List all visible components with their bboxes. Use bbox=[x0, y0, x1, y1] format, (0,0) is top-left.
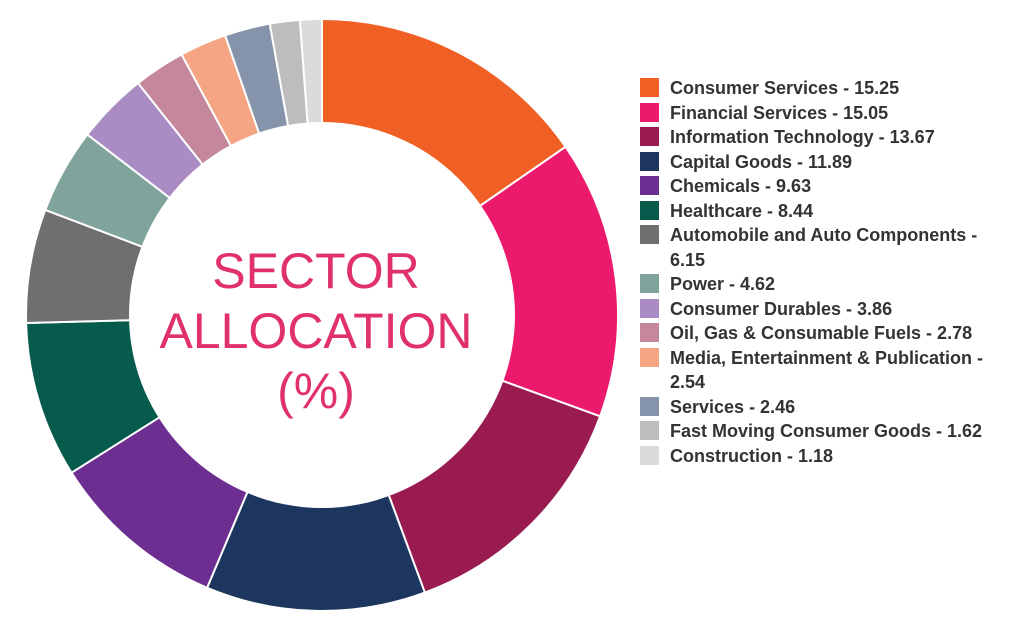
legend-swatch-7 bbox=[640, 274, 659, 293]
legend-swatch-9 bbox=[640, 323, 659, 342]
legend-item-12: Fast Moving Consumer Goods - 1.62 bbox=[640, 419, 1010, 444]
legend-swatch-12 bbox=[640, 421, 659, 440]
legend-label-12: Fast Moving Consumer Goods - 1.62 bbox=[670, 421, 983, 441]
chart-title-line-2: ALLOCATION bbox=[159, 303, 472, 359]
legend-swatch-0 bbox=[640, 78, 659, 97]
legend-swatch-1 bbox=[640, 102, 659, 122]
legend-label-2: Information Technology - 13.67 bbox=[670, 127, 935, 147]
chart-legend: Consumer Services - 15.25 Financial Servi… bbox=[640, 76, 1010, 468]
legend-swatch-6 bbox=[640, 225, 659, 244]
legend-item-6: Automobile and Auto Components - 6.15 bbox=[640, 223, 1010, 272]
legend-swatch-3 bbox=[640, 151, 659, 171]
legend-item-1: Financial Services - 15.05 bbox=[640, 101, 1010, 126]
legend-label-0: Consumer Services - 15.25 bbox=[670, 78, 900, 98]
legend-item-3: Capital Goods - 11.89 bbox=[640, 150, 1010, 175]
legend-label-9: Oil, Gas & Consumable Fuels - 2.78 bbox=[670, 323, 973, 343]
donut-hole bbox=[129, 122, 515, 508]
legend-swatch-5 bbox=[640, 200, 659, 220]
legend-swatch-11 bbox=[640, 396, 659, 416]
legend-label-10: Media, Entertainment & Publication - 2.5… bbox=[670, 347, 984, 393]
legend-item-5: Healthcare - 8.44 bbox=[640, 199, 1010, 224]
legend-item-4: Chemicals - 9.63 bbox=[640, 174, 1010, 199]
legend-swatch-8 bbox=[640, 298, 659, 318]
chart-title-line-1: SECTOR bbox=[212, 243, 419, 299]
chart-title-line-3: (%) bbox=[277, 363, 355, 419]
legend-label-5: Healthcare - 8.44 bbox=[670, 200, 814, 221]
legend-item-0: Consumer Services - 15.25 bbox=[640, 76, 1010, 101]
legend-item-8: Consumer Durables - 3.86 bbox=[640, 297, 1010, 322]
legend-label-6: Automobile and Auto Components - 6.15 bbox=[670, 225, 978, 270]
legend-label-7: Power - 4.62 bbox=[670, 274, 776, 294]
legend-item-11: Services - 2.46 bbox=[640, 395, 1010, 420]
legend-item-2: Information Technology - 13.67 bbox=[640, 125, 1010, 150]
legend-label-8: Consumer Durables - 3.86 bbox=[670, 298, 893, 319]
legend-swatch-4 bbox=[640, 176, 659, 195]
legend-label-3: Capital Goods - 11.89 bbox=[670, 151, 853, 172]
legend-item-9: Oil, Gas & Consumable Fuels - 2.78 bbox=[640, 321, 1010, 346]
legend-item-10: Media, Entertainment & Publication - 2.5… bbox=[640, 346, 1010, 395]
legend-swatch-13 bbox=[640, 445, 659, 465]
legend-label-11: Services - 2.46 bbox=[670, 396, 796, 417]
legend-label-13: Construction - 1.18 bbox=[670, 445, 834, 466]
legend-item-13: Construction - 1.18 bbox=[640, 444, 1010, 469]
legend-swatch-10 bbox=[640, 347, 659, 367]
legend-label-1: Financial Services - 15.05 bbox=[670, 102, 889, 123]
legend-label-4: Chemicals - 9.63 bbox=[670, 176, 812, 196]
legend-item-7: Power - 4.62 bbox=[640, 272, 1010, 297]
legend-swatch-2 bbox=[640, 127, 659, 146]
